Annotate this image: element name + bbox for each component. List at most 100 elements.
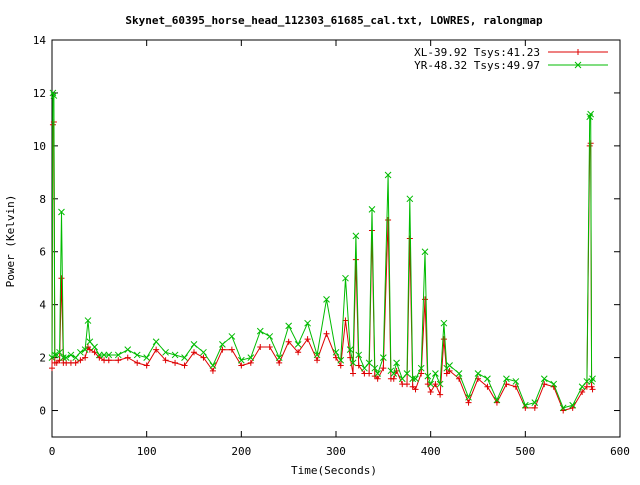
data-point — [455, 370, 463, 377]
data-point — [219, 341, 226, 348]
y-tick-label: 2 — [39, 352, 46, 365]
x-tick-label: 0 — [49, 445, 56, 458]
data-point — [409, 375, 417, 383]
data-point — [105, 357, 112, 364]
data-point — [124, 354, 131, 361]
data-point — [304, 319, 311, 327]
data-point — [559, 404, 567, 412]
data-point — [374, 375, 381, 382]
data-point — [91, 343, 98, 351]
data-point — [406, 235, 413, 242]
data-point — [105, 351, 113, 359]
data-point — [484, 375, 491, 383]
data-point — [100, 351, 108, 359]
data-point — [550, 380, 558, 388]
data-point — [446, 362, 453, 369]
data-point — [51, 351, 59, 359]
x-tick-label: 500 — [515, 445, 535, 458]
data-point — [143, 362, 150, 369]
data-point — [200, 354, 207, 361]
data-point — [56, 357, 63, 364]
data-point — [374, 370, 382, 377]
data-point — [56, 348, 63, 356]
legend-label: XL-39.92 Tsys:41.23 — [414, 46, 540, 59]
data-point — [58, 208, 65, 216]
data-point — [181, 362, 188, 369]
data-point — [266, 344, 273, 351]
data-point — [569, 401, 577, 409]
data-point — [443, 370, 450, 377]
data-point — [521, 401, 529, 409]
data-point — [424, 381, 431, 388]
y-tick-label: 14 — [33, 34, 47, 47]
data-point — [390, 375, 397, 382]
data-point — [190, 341, 198, 348]
data-point — [412, 386, 419, 393]
data-point — [257, 344, 264, 351]
data-point — [60, 354, 67, 361]
x-tick-label: 100 — [137, 445, 157, 458]
data-point — [95, 351, 103, 359]
data-point — [86, 338, 94, 346]
data-point — [323, 296, 330, 303]
data-point — [583, 378, 591, 385]
data-point — [531, 399, 539, 406]
data-point — [314, 357, 321, 364]
data-point — [424, 372, 432, 380]
data-point — [366, 370, 373, 377]
data-point — [53, 359, 60, 366]
data-point — [171, 351, 179, 359]
data-point — [67, 351, 75, 359]
tick-layer: 0 100 200 300 400 500 600 0 2 4 6 8 10 12 14 — [33, 34, 630, 458]
series-line — [51, 121, 593, 412]
data-point — [403, 370, 411, 377]
data-point — [418, 370, 425, 377]
data-point — [484, 383, 491, 390]
data-point — [82, 354, 89, 361]
data-point — [62, 354, 70, 361]
data-point — [134, 359, 141, 366]
data-point — [474, 370, 482, 377]
data-point — [346, 346, 354, 354]
data-point — [50, 92, 58, 99]
data-point — [404, 381, 410, 388]
y-axis-label: Power (Kelvin) — [4, 195, 17, 288]
data-point — [285, 322, 293, 330]
data-point — [295, 349, 302, 356]
data-point — [440, 319, 448, 327]
data-point — [313, 351, 321, 359]
data-point — [579, 389, 586, 396]
data-point — [133, 351, 141, 359]
data-point — [332, 348, 340, 356]
data-point — [406, 195, 414, 203]
data-point — [285, 338, 292, 345]
data-point — [238, 362, 245, 369]
data-point — [589, 375, 596, 383]
data-point — [247, 354, 255, 361]
legend-label: YR-48.32 Tsys:49.97 — [414, 59, 540, 72]
data-point — [275, 354, 283, 361]
data-point — [440, 336, 447, 343]
x-axis-label: Time(Seconds) — [291, 464, 377, 477]
data-point — [181, 354, 188, 361]
data-point — [427, 380, 435, 388]
data-point — [587, 110, 595, 118]
data-point — [191, 349, 197, 356]
data-point — [143, 354, 151, 361]
data-point — [421, 248, 429, 256]
data-point — [124, 346, 132, 354]
data-point — [294, 341, 302, 348]
data-point — [228, 333, 236, 340]
data-point — [81, 346, 89, 354]
y-tick-label: 10 — [33, 140, 46, 153]
data-point — [228, 346, 235, 353]
y-tick-label: 12 — [33, 87, 46, 100]
y-tick-label: 8 — [39, 193, 46, 206]
data-point — [432, 381, 439, 388]
data-point — [465, 393, 472, 401]
x-tick-label: 400 — [421, 445, 441, 458]
data-point — [588, 383, 595, 390]
data-point — [72, 354, 80, 361]
data-point — [574, 61, 582, 69]
